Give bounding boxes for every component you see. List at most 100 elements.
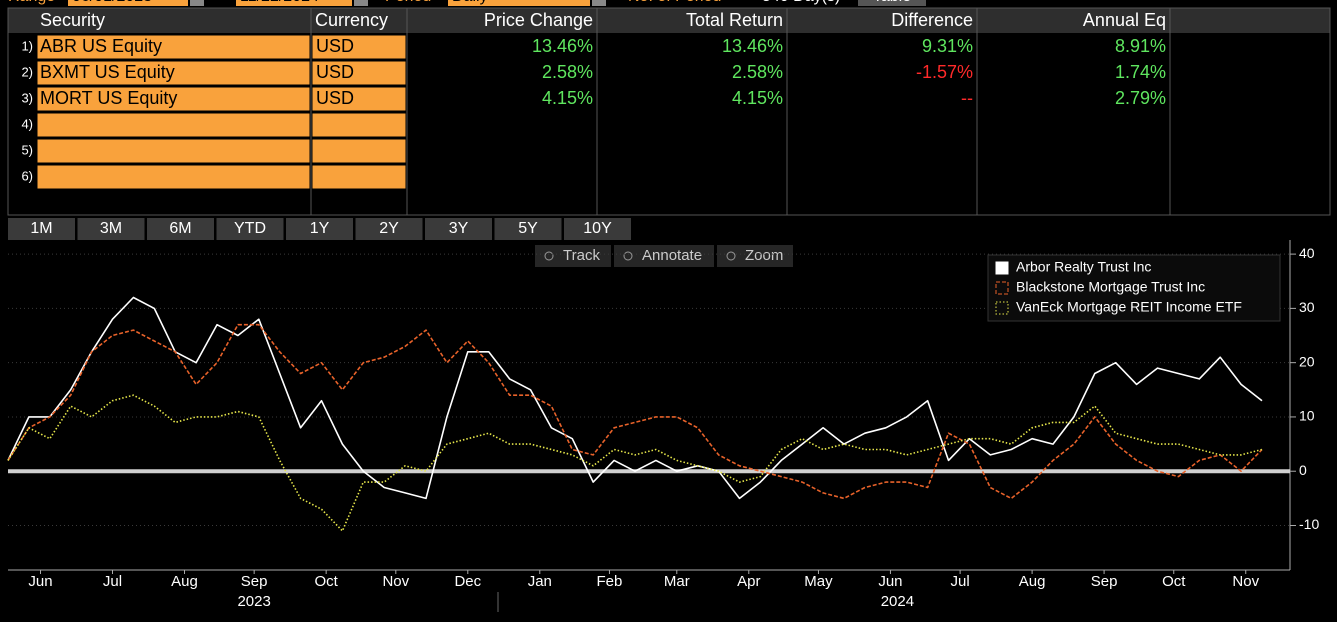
x-tick-label: Oct [314,573,338,590]
table-frame [7,7,1331,216]
chart-tool[interactable] [717,245,793,267]
row-number: 1) [21,38,33,53]
dropdown[interactable] [354,0,368,6]
period-button[interactable] [147,218,214,240]
x-tick-label: Oct [1162,573,1186,590]
currency: USD [316,88,354,108]
security-cell[interactable] [36,138,311,164]
period-button[interactable] [564,218,631,240]
security-cell[interactable] [36,112,311,138]
input-field[interactable] [236,0,352,6]
chart-tool-label: Track [563,247,600,264]
x-tick-label: Sep [1091,573,1118,590]
legend-label: Blackstone Mortgage Trust Inc [1016,279,1205,295]
chart-tool[interactable] [535,245,611,267]
period-label: YTD [234,220,266,237]
security-cell[interactable] [36,164,311,190]
input-value: 06/01/2023 [72,0,152,5]
y-tick-label: 20 [1299,353,1315,369]
row-number: 6) [21,168,33,183]
x-tick-label: Nov [1232,573,1259,590]
tool-icon [623,251,633,261]
currency-cell[interactable] [311,112,407,138]
button[interactable] [858,0,926,6]
period-button[interactable] [216,218,284,240]
x-tick-label: Nov [382,573,409,590]
column-header: Currency [315,10,388,30]
period-label: 10Y [583,220,612,237]
value-cell: 2.79% [1115,88,1166,108]
input-value: 11/22/2024 [240,0,319,5]
chart-tool-label: Annotate [642,247,702,264]
dropdown[interactable] [190,0,204,6]
x-tick-label: Jun [28,573,52,590]
toolbar-label: Range [8,0,55,5]
value-cell: 2.58% [542,62,593,82]
input-field[interactable] [68,0,188,6]
security-cell[interactable] [36,34,311,60]
legend-swatch [995,301,1009,315]
value-cell: 4.15% [732,88,783,108]
security-cell[interactable] [36,60,311,86]
period-button[interactable] [77,218,145,240]
x-tick-label: Jan [528,573,552,590]
value-cell: 2.58% [732,62,783,82]
toolbar-label: 540 Day(s) [762,0,840,5]
x-tick-label: May [804,573,833,590]
period-label: 1M [30,220,52,237]
dropdown[interactable] [592,0,606,6]
button-label: Table [873,0,911,5]
period-button[interactable] [425,218,492,240]
value-cell: 9.31% [922,36,973,56]
security-cell[interactable] [36,86,311,112]
row-number: 3) [21,90,33,105]
x-tick-label: Dec [454,573,481,590]
row-number: 2) [21,64,33,79]
tool-icon [544,251,554,261]
table-header [8,8,1330,33]
period-label: 6M [169,220,191,237]
value-cell: -- [961,88,973,108]
column-header: Annual Eq [1083,10,1166,30]
period-label: 5Y [518,220,538,237]
currency-cell[interactable] [311,164,407,190]
period-button[interactable] [286,218,353,240]
currency-cell[interactable] [311,34,407,60]
period-button[interactable] [355,218,423,240]
period-button[interactable] [8,218,75,240]
input-value: Daily [452,0,488,5]
legend-swatch [995,281,1009,295]
x-tick-label: Mar [664,573,690,590]
legend-swatch [995,261,1009,275]
x-tick-label: Jun [878,573,902,590]
period-button[interactable] [494,218,562,240]
value-cell: -1.57% [916,62,973,82]
period-label: 3Y [449,220,469,237]
year-label: 2024 [881,593,914,610]
currency-cell[interactable] [311,86,407,112]
column-header: Price Change [484,10,593,30]
y-tick-label: 10 [1299,408,1315,424]
input-field[interactable] [448,0,590,6]
value-cell: 8.91% [1115,36,1166,56]
value-cell: 4.15% [542,88,593,108]
column-header: Total Return [686,10,783,30]
column-header: Security [40,10,105,30]
legend-label: VanEck Mortgage REIT Income ETF [1016,299,1242,315]
currency-cell[interactable] [311,60,407,86]
y-tick-label: -10 [1299,516,1319,532]
y-tick-label: 0 [1299,462,1307,478]
security-name: BXMT US Equity [40,62,175,82]
chart-tool[interactable] [614,245,714,267]
row-number: 5) [21,142,33,157]
year-label: 2023 [237,593,270,610]
currency-cell[interactable] [311,138,407,164]
period-label: 1Y [310,220,330,237]
value-cell: 13.46% [532,36,593,56]
row-number: 4) [21,116,33,131]
security-name: MORT US Equity [40,88,177,108]
x-tick-label: Aug [1019,573,1046,590]
x-tick-label: Jul [103,573,122,590]
column-header: Difference [891,10,973,30]
